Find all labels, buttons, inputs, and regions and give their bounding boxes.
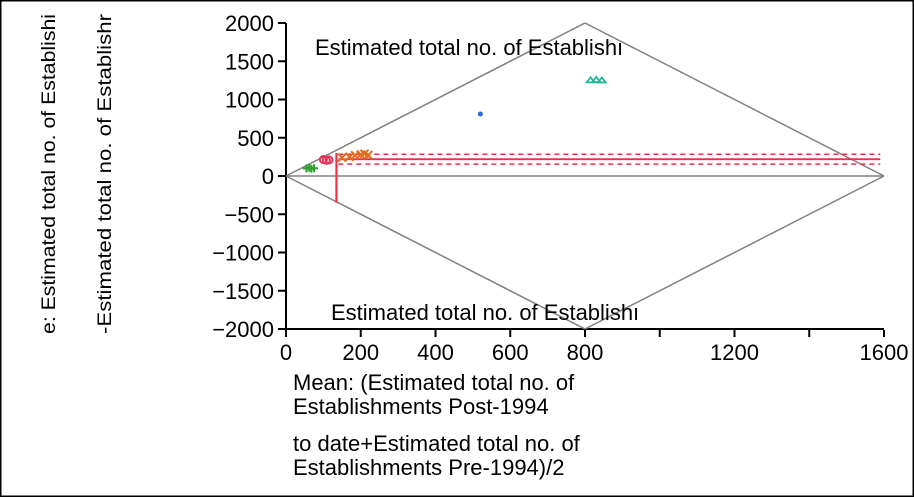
y-tick-label: −1000: [212, 241, 274, 266]
x-tick-label: 200: [342, 340, 379, 365]
x-tick-label: 600: [492, 340, 529, 365]
data-point: [590, 75, 603, 83]
region-label-bottom: Estimated total no. of Establishı: [331, 300, 639, 325]
data-point: [363, 150, 373, 160]
region-label-top: Estimated total no. of Establishı: [315, 35, 623, 60]
right-clip-mask: [884, 30, 912, 330]
y-tick-label: −2000: [212, 317, 274, 342]
data-point: [337, 152, 347, 163]
x-tick-label: 0: [280, 340, 292, 365]
x-axis-label-line-3: to date+Estimated total no. of: [293, 431, 581, 456]
y-axis-label-outer: e: Estimated total no. of Establishi: [39, 14, 60, 334]
x-tick-label: 800: [567, 340, 604, 365]
diamond-edge-lower-right: [584, 175, 885, 330]
diamond-edge-upper-right: [584, 22, 885, 177]
y-tick-label: 0: [262, 164, 274, 189]
data-point: [324, 155, 334, 165]
y-tick-label: 1000: [225, 88, 274, 113]
x-axis-label-line-4: Establishments Pre-1994)/2: [293, 455, 564, 480]
y-axis-label-inner: -Estimated total no. of Establishr: [95, 13, 116, 334]
data-point: [584, 75, 597, 84]
diamond-edge-upper-left: [285, 22, 586, 177]
x-tick-label: 1600: [860, 340, 909, 365]
y-tick-label: −500: [224, 202, 274, 227]
y-tick-label: −1500: [212, 279, 274, 304]
data-point: [477, 111, 483, 117]
x-tick-label: 1200: [710, 340, 759, 365]
data-point: [310, 164, 319, 173]
x-tick-label: 400: [417, 340, 454, 365]
x-axis-label-line-1: Mean: (Estimated total no. of: [293, 370, 575, 395]
data-point: [595, 76, 608, 84]
y-tick-label: 500: [237, 126, 274, 151]
y-tick-label: 1500: [225, 49, 274, 74]
y-tick-label: 2000: [225, 11, 274, 36]
x-axis-label-line-2: Establishments Post-1994: [293, 394, 549, 419]
